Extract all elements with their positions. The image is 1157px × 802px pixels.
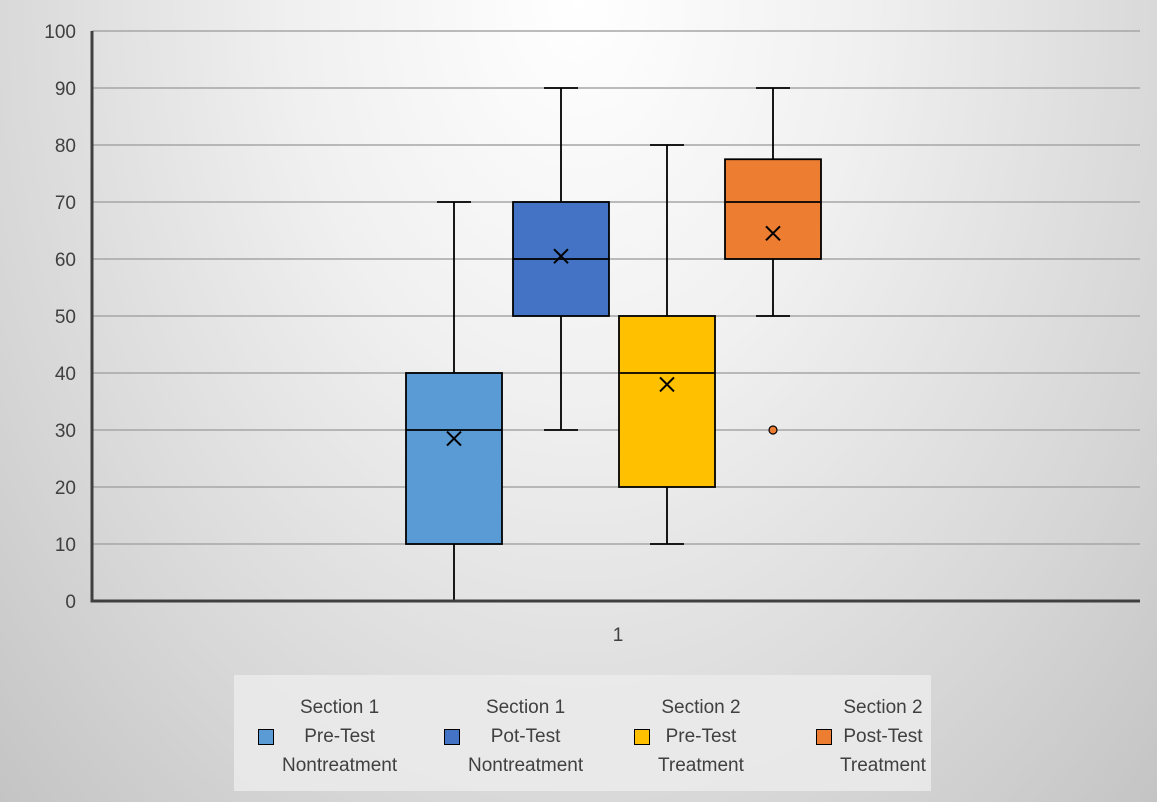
outlier-point bbox=[768, 425, 778, 435]
box-series-2 bbox=[512, 87, 610, 431]
y-tick-label: 20 bbox=[55, 478, 76, 499]
legend-swatch bbox=[816, 728, 832, 745]
x-axis-category-label: 1 bbox=[613, 625, 624, 646]
y-tick-label: 90 bbox=[55, 79, 76, 100]
legend-item-3: Section 2 Pre-Test Treatment bbox=[634, 693, 744, 780]
y-tick-label: 50 bbox=[55, 307, 76, 328]
box-series-1 bbox=[405, 201, 503, 601]
axes bbox=[90, 31, 1140, 603]
y-tick-label: 40 bbox=[55, 364, 76, 385]
legend-label-line: Post-Test bbox=[843, 726, 923, 747]
legend-item-2: Section 1 Pot-Test Nontreatment bbox=[444, 693, 583, 780]
y-tick-label: 60 bbox=[55, 250, 76, 271]
legend-label: Section 2 Pre-Test Treatment bbox=[658, 693, 744, 780]
y-tick-label: 10 bbox=[55, 535, 76, 556]
legend-label-line: Section 1 bbox=[485, 697, 566, 718]
legend-label-line: Section 2 bbox=[843, 697, 923, 718]
legend-label-line: Nontreatment bbox=[468, 755, 584, 776]
legend-label-line: Pre-Test bbox=[304, 726, 375, 747]
box-series-3 bbox=[618, 144, 716, 545]
iqr-box bbox=[724, 158, 822, 260]
legend: Section 1 Pre-Test Nontreatment Section 1 Po… bbox=[234, 675, 931, 791]
iqr-box bbox=[405, 372, 503, 545]
legend-label-line: Section 1 bbox=[299, 697, 380, 718]
mean-marker bbox=[446, 430, 462, 447]
iqr-box bbox=[618, 315, 716, 488]
legend-label-line: Nontreatment bbox=[282, 755, 398, 776]
legend-swatch bbox=[444, 728, 460, 745]
y-tick-label: 80 bbox=[55, 136, 76, 157]
legend-label-line: Treatment bbox=[658, 755, 744, 776]
mean-marker bbox=[765, 225, 781, 242]
y-axis-tick-labels: 0 10 20 30 40 50 60 70 80 90 100 bbox=[44, 22, 76, 613]
plot-area: 0 10 20 30 40 50 60 70 80 90 100 1 bbox=[44, 22, 1140, 646]
legend-label-line: Pre-Test bbox=[665, 726, 737, 747]
mean-marker bbox=[659, 376, 675, 393]
y-tick-label: 100 bbox=[44, 22, 76, 43]
legend-label-line: Section 2 bbox=[661, 697, 741, 718]
legend-label: Section 1 Pre-Test Nontreatment bbox=[282, 693, 397, 780]
y-tick-label: 0 bbox=[65, 592, 76, 613]
legend-item-4: Section 2 Post-Test Treatment bbox=[816, 693, 926, 780]
legend-label-line: Pot-Test bbox=[490, 726, 561, 747]
gridlines bbox=[92, 30, 1140, 545]
legend-swatch bbox=[258, 728, 274, 745]
y-tick-label: 30 bbox=[55, 421, 76, 442]
legend-label: Section 2 Post-Test Treatment bbox=[840, 693, 926, 780]
legend-label: Section 1 Pot-Test Nontreatment bbox=[468, 693, 583, 780]
y-tick-label: 70 bbox=[55, 193, 76, 214]
box-series-4 bbox=[724, 87, 822, 435]
legend-item-1: Section 1 Pre-Test Nontreatment bbox=[258, 693, 397, 780]
legend-label-line: Treatment bbox=[840, 755, 926, 776]
box-series bbox=[405, 87, 822, 601]
mean-marker bbox=[553, 248, 569, 264]
legend-swatch bbox=[634, 728, 650, 745]
